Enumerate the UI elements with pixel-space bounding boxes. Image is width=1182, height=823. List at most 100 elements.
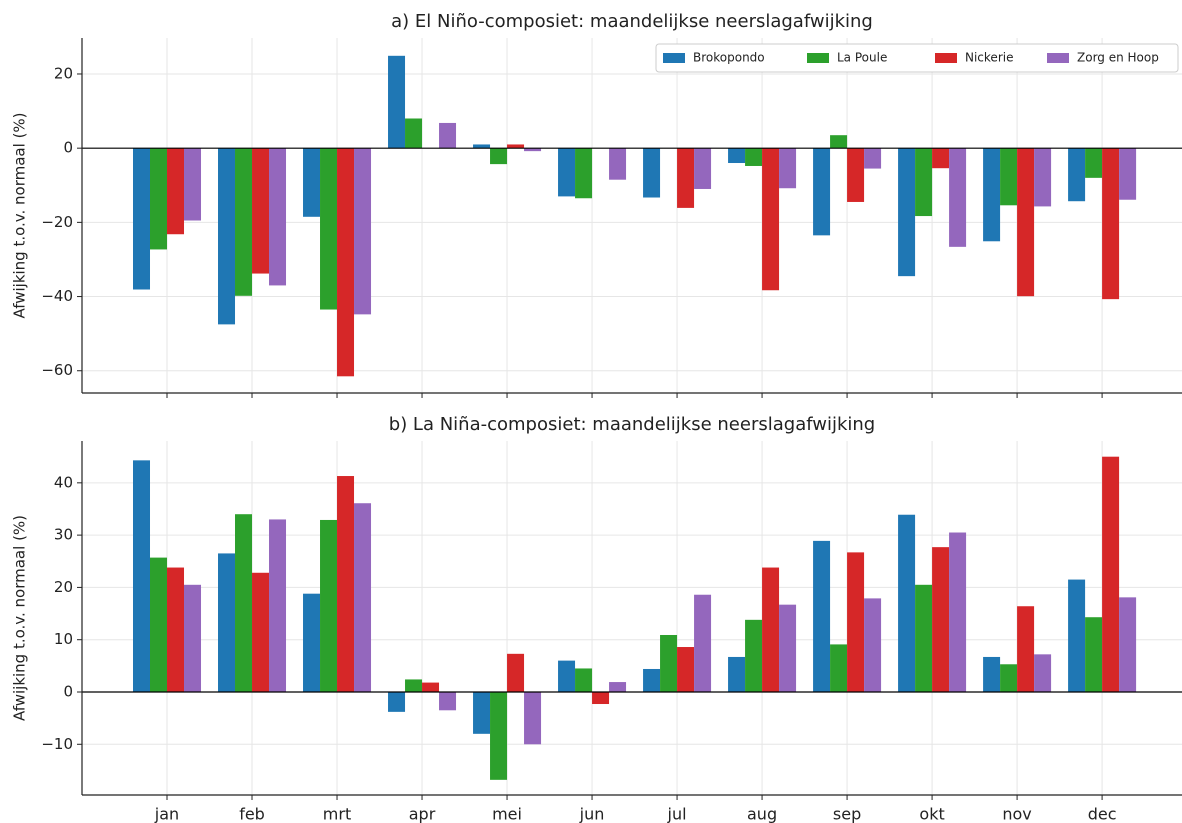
y-tick-label: −60	[41, 361, 73, 379]
bar	[303, 593, 321, 692]
y-axis-label: Afwijking t.o.v. normaal (%)	[11, 112, 29, 318]
bar	[830, 135, 848, 149]
bar	[303, 148, 321, 217]
bar	[150, 148, 168, 250]
bar	[830, 644, 848, 692]
x-tick-label: mei	[492, 805, 522, 823]
x-tick-label: apr	[409, 805, 436, 823]
bar	[694, 148, 712, 189]
bar	[609, 682, 627, 692]
x-tick-label: sep	[833, 805, 861, 823]
y-tick-label: 20	[54, 578, 73, 596]
bar	[779, 148, 797, 189]
bar	[677, 647, 695, 692]
bar	[694, 594, 712, 692]
legend-swatch	[1047, 53, 1069, 63]
bar	[677, 148, 695, 208]
bar	[932, 547, 950, 692]
bar	[133, 460, 151, 692]
bar	[439, 122, 457, 149]
bar	[813, 148, 831, 236]
bar	[728, 148, 746, 164]
legend-label: Brokopondo	[693, 51, 765, 65]
bar	[762, 148, 780, 291]
legend-label: La Poule	[837, 51, 887, 65]
y-tick-label: 20	[54, 64, 73, 82]
x-tick-label: mrt	[323, 805, 351, 823]
bar	[252, 148, 270, 274]
bar	[388, 691, 406, 712]
bar	[320, 519, 338, 692]
bar	[575, 148, 593, 199]
bar	[1102, 456, 1120, 692]
bar	[388, 55, 406, 149]
bar	[354, 148, 372, 315]
bar	[473, 144, 491, 149]
bar	[235, 514, 253, 692]
bar	[439, 691, 457, 711]
bar	[1000, 148, 1018, 206]
legend-swatch	[935, 53, 957, 63]
bar	[184, 584, 202, 692]
bar	[235, 148, 253, 296]
bar	[1000, 664, 1018, 692]
bar	[575, 668, 593, 692]
y-tick-label: 10	[54, 630, 73, 648]
bar	[218, 148, 236, 325]
x-tick-label: jan	[154, 805, 179, 823]
bar	[643, 148, 661, 198]
bar	[898, 148, 916, 277]
bar	[558, 660, 576, 692]
y-tick-label: 40	[54, 473, 73, 491]
bar	[1034, 654, 1052, 692]
bar	[252, 572, 270, 692]
x-tick-label: jun	[579, 805, 605, 823]
bar	[1119, 597, 1137, 692]
y-tick-label: 0	[63, 139, 73, 157]
bar	[1119, 148, 1137, 200]
bar	[915, 584, 933, 692]
x-tick-label: feb	[239, 805, 265, 823]
bar	[660, 634, 678, 692]
bar	[422, 682, 440, 692]
bar	[745, 148, 763, 166]
chart-title: a) El Niño-composiet: maandelijkse neers…	[391, 11, 873, 32]
legend-swatch	[807, 53, 829, 63]
x-tick-label: jul	[667, 805, 687, 823]
bar	[507, 653, 525, 692]
bar	[184, 148, 202, 221]
y-tick-label: −10	[41, 735, 73, 753]
bar	[643, 668, 661, 692]
bar	[354, 503, 372, 692]
bar	[1017, 606, 1035, 692]
bar	[269, 519, 287, 692]
bar	[592, 691, 610, 705]
y-tick-label: −40	[41, 287, 73, 305]
bar	[150, 557, 168, 692]
bar	[269, 148, 287, 286]
bar	[337, 476, 355, 692]
bar	[167, 148, 185, 235]
bar	[405, 118, 423, 149]
bar	[864, 598, 882, 692]
bar	[1085, 148, 1103, 178]
bar	[167, 567, 185, 692]
chart-title: b) La Niña-composiet: maandelijkse neers…	[389, 414, 875, 435]
x-tick-label: aug	[747, 805, 777, 823]
bar	[762, 567, 780, 692]
bar	[779, 604, 797, 692]
y-axis-label: Afwijking t.o.v. normaal (%)	[11, 515, 29, 721]
bar	[847, 148, 865, 202]
bar	[337, 148, 355, 377]
bar	[507, 144, 525, 149]
bar	[983, 656, 1001, 692]
bar	[864, 148, 882, 169]
bar	[949, 148, 967, 247]
bar	[524, 691, 542, 745]
bar	[847, 552, 865, 692]
bar	[558, 148, 576, 197]
bar	[983, 148, 1001, 242]
x-tick-label: okt	[919, 805, 944, 823]
legend-box	[655, 43, 1179, 73]
bar	[524, 148, 542, 152]
